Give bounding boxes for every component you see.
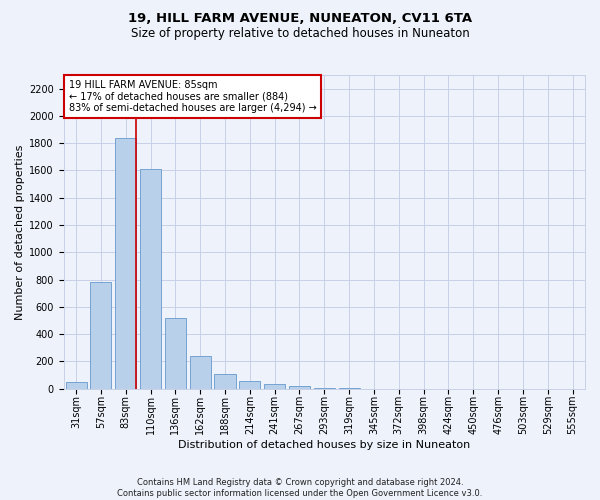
Text: Size of property relative to detached houses in Nuneaton: Size of property relative to detached ho… (131, 28, 469, 40)
Bar (65, 382, 86, 388)
Bar (165, 318, 186, 388)
Bar (214, 374, 236, 388)
Text: Contains HM Land Registry data © Crown copyright and database right 2024.
Contai: Contains HM Land Registry data © Crown c… (118, 478, 482, 498)
Bar (91, 282, 112, 389)
Bar (140, 169, 161, 388)
Bar (289, 386, 310, 388)
Text: 19, HILL FARM AVENUE, NUNEATON, CV11 6TA: 19, HILL FARM AVENUE, NUNEATON, CV11 6TA (128, 12, 472, 26)
Text: 19 HILL FARM AVENUE: 85sqm
← 17% of detached houses are smaller (884)
83% of sem: 19 HILL FARM AVENUE: 85sqm ← 17% of deta… (69, 80, 317, 113)
Y-axis label: Number of detached properties: Number of detached properties (15, 144, 25, 320)
Bar (239, 381, 260, 388)
X-axis label: Distribution of detached houses by size in Nuneaton: Distribution of detached houses by size … (178, 440, 470, 450)
Bar (115, 138, 136, 388)
Bar (190, 356, 211, 388)
Bar (264, 384, 285, 388)
